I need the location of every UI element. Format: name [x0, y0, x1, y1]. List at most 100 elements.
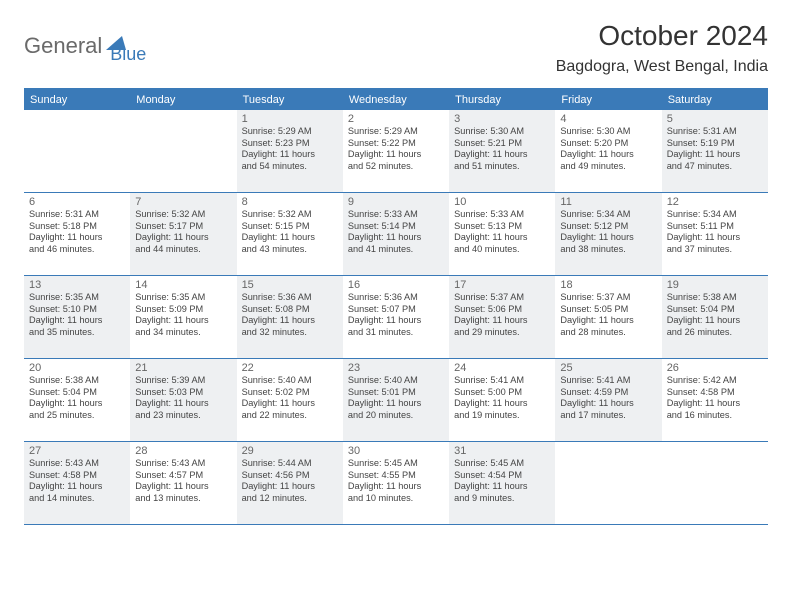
daylight-text: and 12 minutes.: [242, 493, 338, 505]
daylight-text: Daylight: 11 hours: [29, 481, 125, 493]
sunset-text: Sunset: 4:54 PM: [454, 470, 550, 482]
sunset-text: Sunset: 4:58 PM: [29, 470, 125, 482]
sunset-text: Sunset: 4:59 PM: [560, 387, 656, 399]
sunrise-text: Sunrise: 5:35 AM: [29, 292, 125, 304]
daylight-text: and 51 minutes.: [454, 161, 550, 173]
week-row: 27Sunrise: 5:43 AMSunset: 4:58 PMDayligh…: [24, 442, 768, 525]
sunrise-text: Sunrise: 5:41 AM: [560, 375, 656, 387]
day-cell: 8Sunrise: 5:32 AMSunset: 5:15 PMDaylight…: [237, 193, 343, 275]
sunset-text: Sunset: 5:13 PM: [454, 221, 550, 233]
daylight-text: and 49 minutes.: [560, 161, 656, 173]
dow-cell: Monday: [130, 90, 236, 110]
week-row: 20Sunrise: 5:38 AMSunset: 5:04 PMDayligh…: [24, 359, 768, 442]
daylight-text: and 43 minutes.: [242, 244, 338, 256]
sunset-text: Sunset: 5:18 PM: [29, 221, 125, 233]
sunset-text: Sunset: 5:06 PM: [454, 304, 550, 316]
day-number: 28: [135, 445, 231, 457]
sunrise-text: Sunrise: 5:38 AM: [29, 375, 125, 387]
dow-cell: Thursday: [449, 90, 555, 110]
daylight-text: Daylight: 11 hours: [348, 149, 444, 161]
logo-text-general: General: [24, 33, 102, 59]
day-cell: 15Sunrise: 5:36 AMSunset: 5:08 PMDayligh…: [237, 276, 343, 358]
daylight-text: and 23 minutes.: [135, 410, 231, 422]
daylight-text: and 38 minutes.: [560, 244, 656, 256]
sunrise-text: Sunrise: 5:43 AM: [29, 458, 125, 470]
daylight-text: Daylight: 11 hours: [560, 149, 656, 161]
day-number: 18: [560, 279, 656, 291]
day-cell: 26Sunrise: 5:42 AMSunset: 4:58 PMDayligh…: [662, 359, 768, 441]
day-number: 8: [242, 196, 338, 208]
daylight-text: Daylight: 11 hours: [242, 149, 338, 161]
dow-cell: Wednesday: [343, 90, 449, 110]
sunset-text: Sunset: 5:17 PM: [135, 221, 231, 233]
daylight-text: and 25 minutes.: [29, 410, 125, 422]
daylight-text: and 46 minutes.: [29, 244, 125, 256]
daylight-text: and 31 minutes.: [348, 327, 444, 339]
daylight-text: Daylight: 11 hours: [135, 232, 231, 244]
sunrise-text: Sunrise: 5:38 AM: [667, 292, 763, 304]
daylight-text: Daylight: 11 hours: [29, 315, 125, 327]
daylight-text: Daylight: 11 hours: [135, 315, 231, 327]
week-row: 1Sunrise: 5:29 AMSunset: 5:23 PMDaylight…: [24, 110, 768, 193]
day-cell: 22Sunrise: 5:40 AMSunset: 5:02 PMDayligh…: [237, 359, 343, 441]
day-number: 25: [560, 362, 656, 374]
day-number: 17: [454, 279, 550, 291]
day-number: 11: [560, 196, 656, 208]
day-number: 4: [560, 113, 656, 125]
sunrise-text: Sunrise: 5:31 AM: [29, 209, 125, 221]
day-number: 15: [242, 279, 338, 291]
daylight-text: Daylight: 11 hours: [560, 232, 656, 244]
dow-cell: Tuesday: [237, 90, 343, 110]
title-block: October 2024 Bagdogra, West Bengal, Indi…: [556, 20, 768, 76]
sunset-text: Sunset: 5:20 PM: [560, 138, 656, 150]
day-cell: 17Sunrise: 5:37 AMSunset: 5:06 PMDayligh…: [449, 276, 555, 358]
sunset-text: Sunset: 5:15 PM: [242, 221, 338, 233]
sunset-text: Sunset: 4:55 PM: [348, 470, 444, 482]
day-cell: 5Sunrise: 5:31 AMSunset: 5:19 PMDaylight…: [662, 110, 768, 192]
sunset-text: Sunset: 5:23 PM: [242, 138, 338, 150]
daylight-text: and 14 minutes.: [29, 493, 125, 505]
day-number: 19: [667, 279, 763, 291]
sunrise-text: Sunrise: 5:45 AM: [348, 458, 444, 470]
day-cell: 12Sunrise: 5:34 AMSunset: 5:11 PMDayligh…: [662, 193, 768, 275]
day-cell: 14Sunrise: 5:35 AMSunset: 5:09 PMDayligh…: [130, 276, 236, 358]
sunrise-text: Sunrise: 5:34 AM: [667, 209, 763, 221]
sunrise-text: Sunrise: 5:40 AM: [242, 375, 338, 387]
sunset-text: Sunset: 4:58 PM: [667, 387, 763, 399]
day-number: 20: [29, 362, 125, 374]
daylight-text: Daylight: 11 hours: [242, 232, 338, 244]
logo-text-blue: Blue: [110, 26, 146, 65]
day-number: 22: [242, 362, 338, 374]
sunset-text: Sunset: 5:12 PM: [560, 221, 656, 233]
day-cell: 31Sunrise: 5:45 AMSunset: 4:54 PMDayligh…: [449, 442, 555, 524]
sunset-text: Sunset: 5:07 PM: [348, 304, 444, 316]
sunrise-text: Sunrise: 5:33 AM: [454, 209, 550, 221]
day-number: 24: [454, 362, 550, 374]
sunrise-text: Sunrise: 5:31 AM: [667, 126, 763, 138]
dow-cell: Friday: [555, 90, 661, 110]
sunrise-text: Sunrise: 5:41 AM: [454, 375, 550, 387]
sunrise-text: Sunrise: 5:39 AM: [135, 375, 231, 387]
day-cell: [555, 442, 661, 524]
day-cell: 25Sunrise: 5:41 AMSunset: 4:59 PMDayligh…: [555, 359, 661, 441]
day-cell: 28Sunrise: 5:43 AMSunset: 4:57 PMDayligh…: [130, 442, 236, 524]
day-cell: [662, 442, 768, 524]
sunrise-text: Sunrise: 5:30 AM: [560, 126, 656, 138]
daylight-text: and 32 minutes.: [242, 327, 338, 339]
sunset-text: Sunset: 5:22 PM: [348, 138, 444, 150]
header: General Blue October 2024 Bagdogra, West…: [24, 20, 768, 76]
day-number: 27: [29, 445, 125, 457]
dow-cell: Saturday: [662, 90, 768, 110]
sunrise-text: Sunrise: 5:43 AM: [135, 458, 231, 470]
day-cell: [24, 110, 130, 192]
sunset-text: Sunset: 5:19 PM: [667, 138, 763, 150]
daylight-text: and 52 minutes.: [348, 161, 444, 173]
day-cell: 9Sunrise: 5:33 AMSunset: 5:14 PMDaylight…: [343, 193, 449, 275]
daylight-text: and 26 minutes.: [667, 327, 763, 339]
day-cell: 3Sunrise: 5:30 AMSunset: 5:21 PMDaylight…: [449, 110, 555, 192]
daylight-text: and 40 minutes.: [454, 244, 550, 256]
sunrise-text: Sunrise: 5:30 AM: [454, 126, 550, 138]
sunrise-text: Sunrise: 5:36 AM: [348, 292, 444, 304]
daylight-text: Daylight: 11 hours: [348, 232, 444, 244]
day-number: 5: [667, 113, 763, 125]
